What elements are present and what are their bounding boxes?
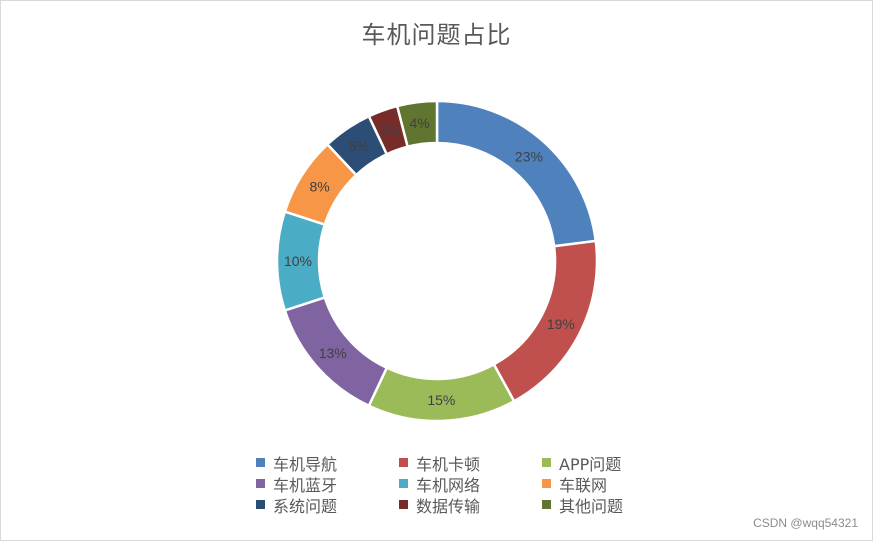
- slice-label-4: 13%: [319, 345, 347, 361]
- donut-slices: [275, 99, 599, 423]
- slice-2: [492, 239, 599, 403]
- legend-swatch-7: [256, 500, 265, 509]
- legend-label-4: 车机蓝牙: [273, 475, 338, 495]
- chart-legend: 车机导航 车机卡顿 APP问题车机蓝牙 车机网络 车联网系统问题 数据传输 其他问题: [256, 452, 676, 516]
- legend-item-8: 数据传输: [399, 494, 542, 516]
- legend-item-2: 车机卡顿: [399, 452, 542, 474]
- legend-label-3: APP问题: [559, 454, 622, 474]
- legend-label-2: 车机卡顿: [416, 454, 481, 474]
- legend-swatch-6: [542, 479, 551, 488]
- legend-label-6: 车联网: [559, 475, 608, 495]
- legend-label-1: 车机导航: [273, 454, 338, 474]
- legend-swatch-1: [256, 458, 265, 467]
- legend-label-8: 数据传输: [416, 496, 481, 516]
- watermark-text: CSDN @wqq54321: [753, 516, 858, 530]
- legend-label-5: 车机网络: [416, 475, 481, 495]
- chart-title: 车机问题占比: [361, 21, 512, 49]
- slice-1: [435, 99, 598, 248]
- slice-label-9: 4%: [409, 115, 429, 131]
- legend-item-3: APP问题: [542, 452, 676, 474]
- slice-label-5: 10%: [284, 253, 312, 269]
- legend-swatch-3: [542, 458, 551, 467]
- legend-item-9: 其他问题: [542, 494, 676, 516]
- legend-label-7: 系统问题: [273, 496, 338, 516]
- legend-swatch-4: [256, 479, 265, 488]
- slice-label-7: 5%: [349, 138, 369, 154]
- slice-label-2: 19%: [547, 316, 575, 332]
- slice-label-8: 3%: [380, 122, 400, 138]
- legend-swatch-8: [399, 500, 408, 509]
- slice-label-6: 8%: [310, 179, 330, 195]
- legend-label-9: 其他问题: [559, 496, 624, 516]
- slice-9: [395, 99, 439, 149]
- legend-item-7: 系统问题: [256, 494, 399, 516]
- legend-item-6: 车联网: [542, 473, 676, 495]
- legend-item-5: 车机网络: [399, 473, 542, 495]
- legend-item-4: 车机蓝牙: [256, 473, 399, 495]
- legend-swatch-2: [399, 458, 408, 467]
- legend-swatch-5: [399, 479, 408, 488]
- legend-item-1: 车机导航: [256, 452, 399, 474]
- slice-labels: 23% 19% 15% 13% 10% 8% 5% 3% 4%: [284, 115, 575, 408]
- slice-label-1: 23%: [515, 149, 543, 165]
- slice-label-3: 15%: [427, 392, 455, 408]
- legend-swatch-9: [542, 500, 551, 509]
